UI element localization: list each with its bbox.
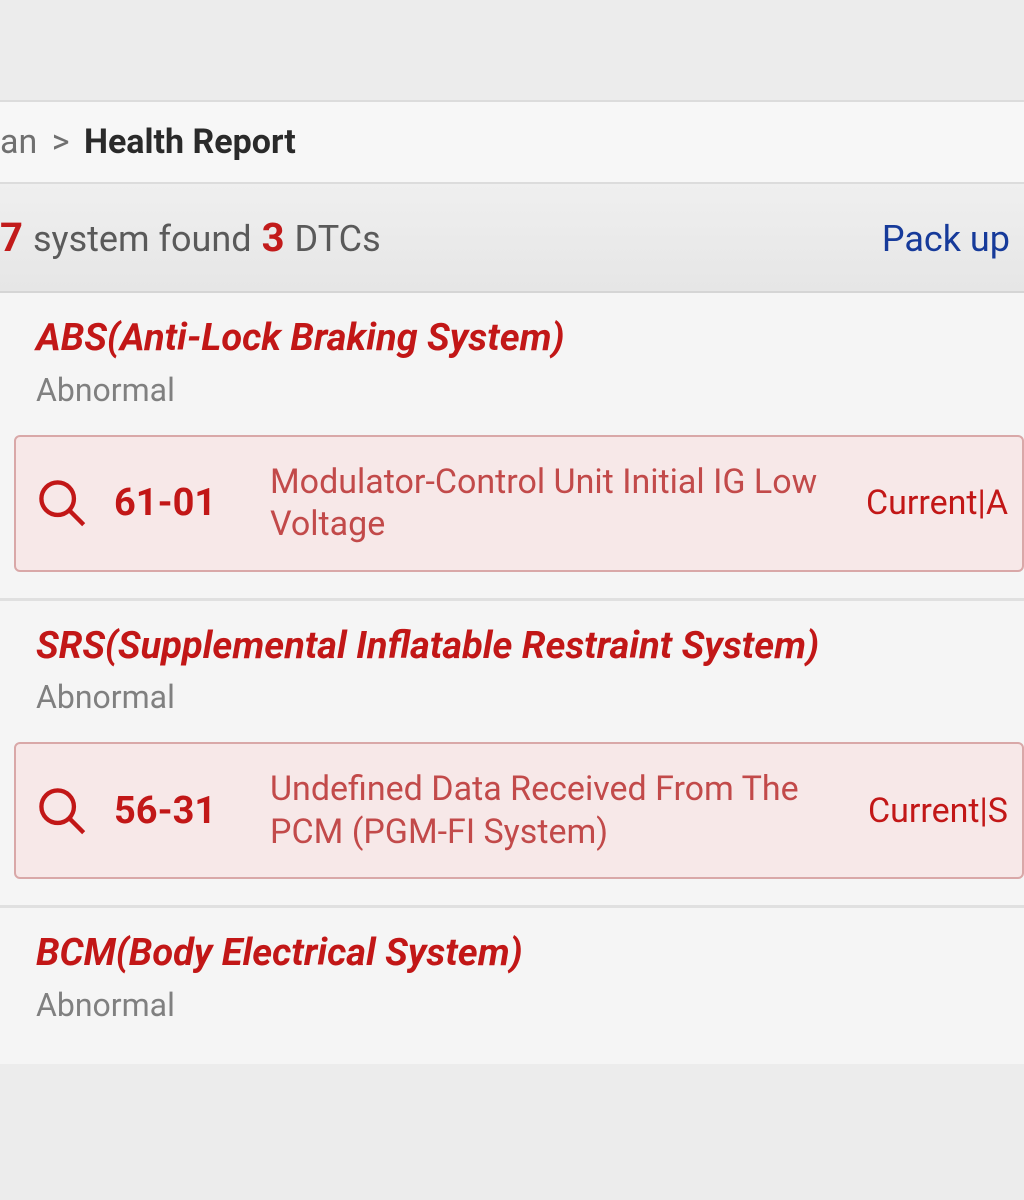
breadcrumb-prev[interactable]: an xyxy=(0,122,37,162)
summary-left: 7 system found 3 DTCs xyxy=(0,214,381,261)
summary-bar: 7 system found 3 DTCs Pack up xyxy=(0,184,1024,293)
system-count: 7 xyxy=(0,214,23,261)
system-title[interactable]: ABS(Anti-Lock Braking System) xyxy=(0,315,1024,363)
system-status: Abnormal xyxy=(0,986,1024,1024)
dtc-description: Undefined Data Received From The PCM (PG… xyxy=(270,768,842,853)
dtc-count: 3 xyxy=(262,214,285,261)
search-icon[interactable] xyxy=(36,477,88,529)
system-status: Abnormal xyxy=(0,371,1024,409)
breadcrumb-current: Health Report xyxy=(84,122,296,162)
system-block: BCM(Body Electrical System) Abnormal xyxy=(0,908,1024,1064)
system-block: SRS(Supplemental Inflatable Restraint Sy… xyxy=(0,601,1024,909)
dtc-card[interactable]: 56-31 Undefined Data Received From The P… xyxy=(14,742,1024,879)
pack-up-link[interactable]: Pack up xyxy=(882,218,1010,260)
dtc-status: Current|A xyxy=(866,483,1008,523)
breadcrumb: an > Health Report xyxy=(0,100,1024,184)
dtc-card[interactable]: 61-01 Modulator-Control Unit Initial IG … xyxy=(14,435,1024,572)
search-icon[interactable] xyxy=(36,785,88,837)
breadcrumb-separator: > xyxy=(52,122,70,162)
dtc-description: Modulator-Control Unit Initial IG Low Vo… xyxy=(270,461,840,546)
dtc-code: 56-31 xyxy=(114,789,244,833)
systems-list: ABS(Anti-Lock Braking System) Abnormal 6… xyxy=(0,293,1024,1064)
dtc-status: Current|S xyxy=(868,791,1008,831)
dtc-code: 61-01 xyxy=(114,481,244,525)
summary-text-1: system found xyxy=(33,218,252,260)
system-block: ABS(Anti-Lock Braking System) Abnormal 6… xyxy=(0,293,1024,601)
summary-text-2: DTCs xyxy=(295,218,381,260)
top-spacer xyxy=(0,0,1024,100)
system-status: Abnormal xyxy=(0,678,1024,716)
system-title[interactable]: BCM(Body Electrical System) xyxy=(0,930,1024,978)
system-title[interactable]: SRS(Supplemental Inflatable Restraint Sy… xyxy=(0,623,1024,671)
